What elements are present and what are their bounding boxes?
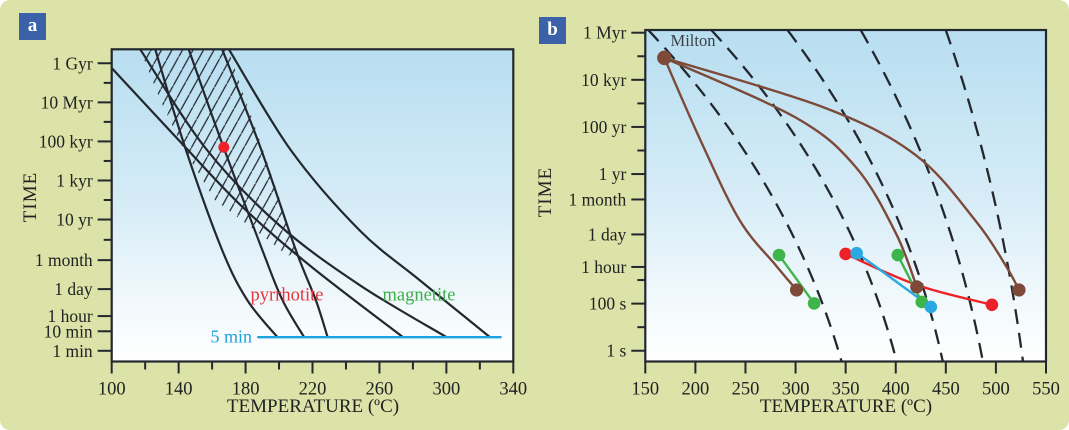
svg-text:100 yr: 100 yr bbox=[581, 117, 626, 137]
svg-text:350: 350 bbox=[832, 380, 860, 400]
panel-a-badge: a bbox=[19, 13, 46, 40]
svg-text:1 Gyr: 1 Gyr bbox=[52, 53, 93, 73]
svg-text:340: 340 bbox=[499, 380, 527, 400]
svg-text:140: 140 bbox=[165, 380, 193, 400]
svg-text:200: 200 bbox=[682, 380, 710, 400]
svg-text:1 kyr: 1 kyr bbox=[56, 170, 93, 190]
svg-text:1 s: 1 s bbox=[606, 341, 626, 361]
svg-text:1 hour: 1 hour bbox=[47, 306, 92, 326]
svg-text:1 Myr: 1 Myr bbox=[583, 23, 626, 43]
svg-text:550: 550 bbox=[1032, 380, 1060, 400]
svg-text:180: 180 bbox=[232, 380, 260, 400]
svg-text:250: 250 bbox=[732, 380, 760, 400]
svg-text:10 kyr: 10 kyr bbox=[581, 70, 626, 90]
svg-text:10 Myr: 10 Myr bbox=[41, 92, 93, 112]
svg-text:1 yr: 1 yr bbox=[599, 164, 627, 184]
svg-text:150: 150 bbox=[631, 380, 659, 400]
svg-text:1 day: 1 day bbox=[54, 279, 93, 299]
svg-text:1 month: 1 month bbox=[35, 250, 93, 270]
svg-text:500: 500 bbox=[982, 380, 1010, 400]
svg-text:1 hour: 1 hour bbox=[581, 257, 626, 277]
svg-text:100 s: 100 s bbox=[589, 294, 627, 314]
svg-text:1 day: 1 day bbox=[588, 224, 627, 244]
svg-text:1 month: 1 month bbox=[568, 189, 626, 209]
svg-text:300: 300 bbox=[432, 380, 460, 400]
svg-text:260: 260 bbox=[366, 380, 394, 400]
svg-text:300: 300 bbox=[782, 380, 810, 400]
svg-text:1 min: 1 min bbox=[52, 341, 93, 361]
svg-text:100: 100 bbox=[98, 380, 126, 400]
svg-text:450: 450 bbox=[932, 380, 960, 400]
svg-text:100 kyr: 100 kyr bbox=[39, 131, 93, 151]
svg-text:10 yr: 10 yr bbox=[56, 210, 93, 230]
svg-text:220: 220 bbox=[299, 380, 327, 400]
svg-text:10 min: 10 min bbox=[44, 321, 93, 341]
svg-text:400: 400 bbox=[882, 380, 910, 400]
panel-b-badge: b bbox=[539, 17, 566, 44]
